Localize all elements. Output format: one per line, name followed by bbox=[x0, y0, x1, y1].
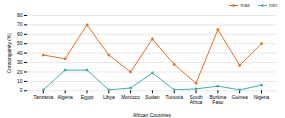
svg-text:80: 80 bbox=[17, 13, 23, 18]
svg-text:50: 50 bbox=[17, 41, 23, 46]
svg-text:40: 40 bbox=[17, 51, 23, 56]
svg-text:20: 20 bbox=[17, 69, 23, 74]
svg-text:Nigeria: Nigeria bbox=[254, 95, 270, 100]
svg-text:70: 70 bbox=[17, 22, 23, 27]
svg-text:Sudan: Sudan bbox=[145, 95, 160, 100]
html-text:max: max bbox=[240, 2, 250, 9]
html-text:min: min bbox=[268, 2, 277, 9]
svg-text:Tanzania: Tanzania bbox=[33, 95, 53, 100]
svg-text:Algeria: Algeria bbox=[57, 95, 73, 100]
svg-text:SouthAfrica: SouthAfrica bbox=[190, 95, 203, 105]
svg-text:Morocco: Morocco bbox=[121, 95, 140, 100]
svg-text:60: 60 bbox=[17, 32, 23, 37]
svg-text:Consanguinity (%): Consanguinity (%) bbox=[7, 33, 12, 74]
svg-text:0: 0 bbox=[20, 88, 23, 93]
svg-text:African Countries: African Countries bbox=[133, 113, 171, 118]
svg-text:10: 10 bbox=[17, 79, 23, 84]
svg-text:30: 30 bbox=[17, 60, 23, 65]
svg-text:Egypt: Egypt bbox=[81, 95, 94, 100]
svg-text:Tunusia: Tunusia bbox=[166, 95, 184, 100]
svg-text:Libya: Libya bbox=[103, 95, 115, 100]
svg-text:BurkinaFaso: BurkinaFaso bbox=[209, 95, 226, 105]
svg-text:Guinea: Guinea bbox=[232, 95, 248, 100]
